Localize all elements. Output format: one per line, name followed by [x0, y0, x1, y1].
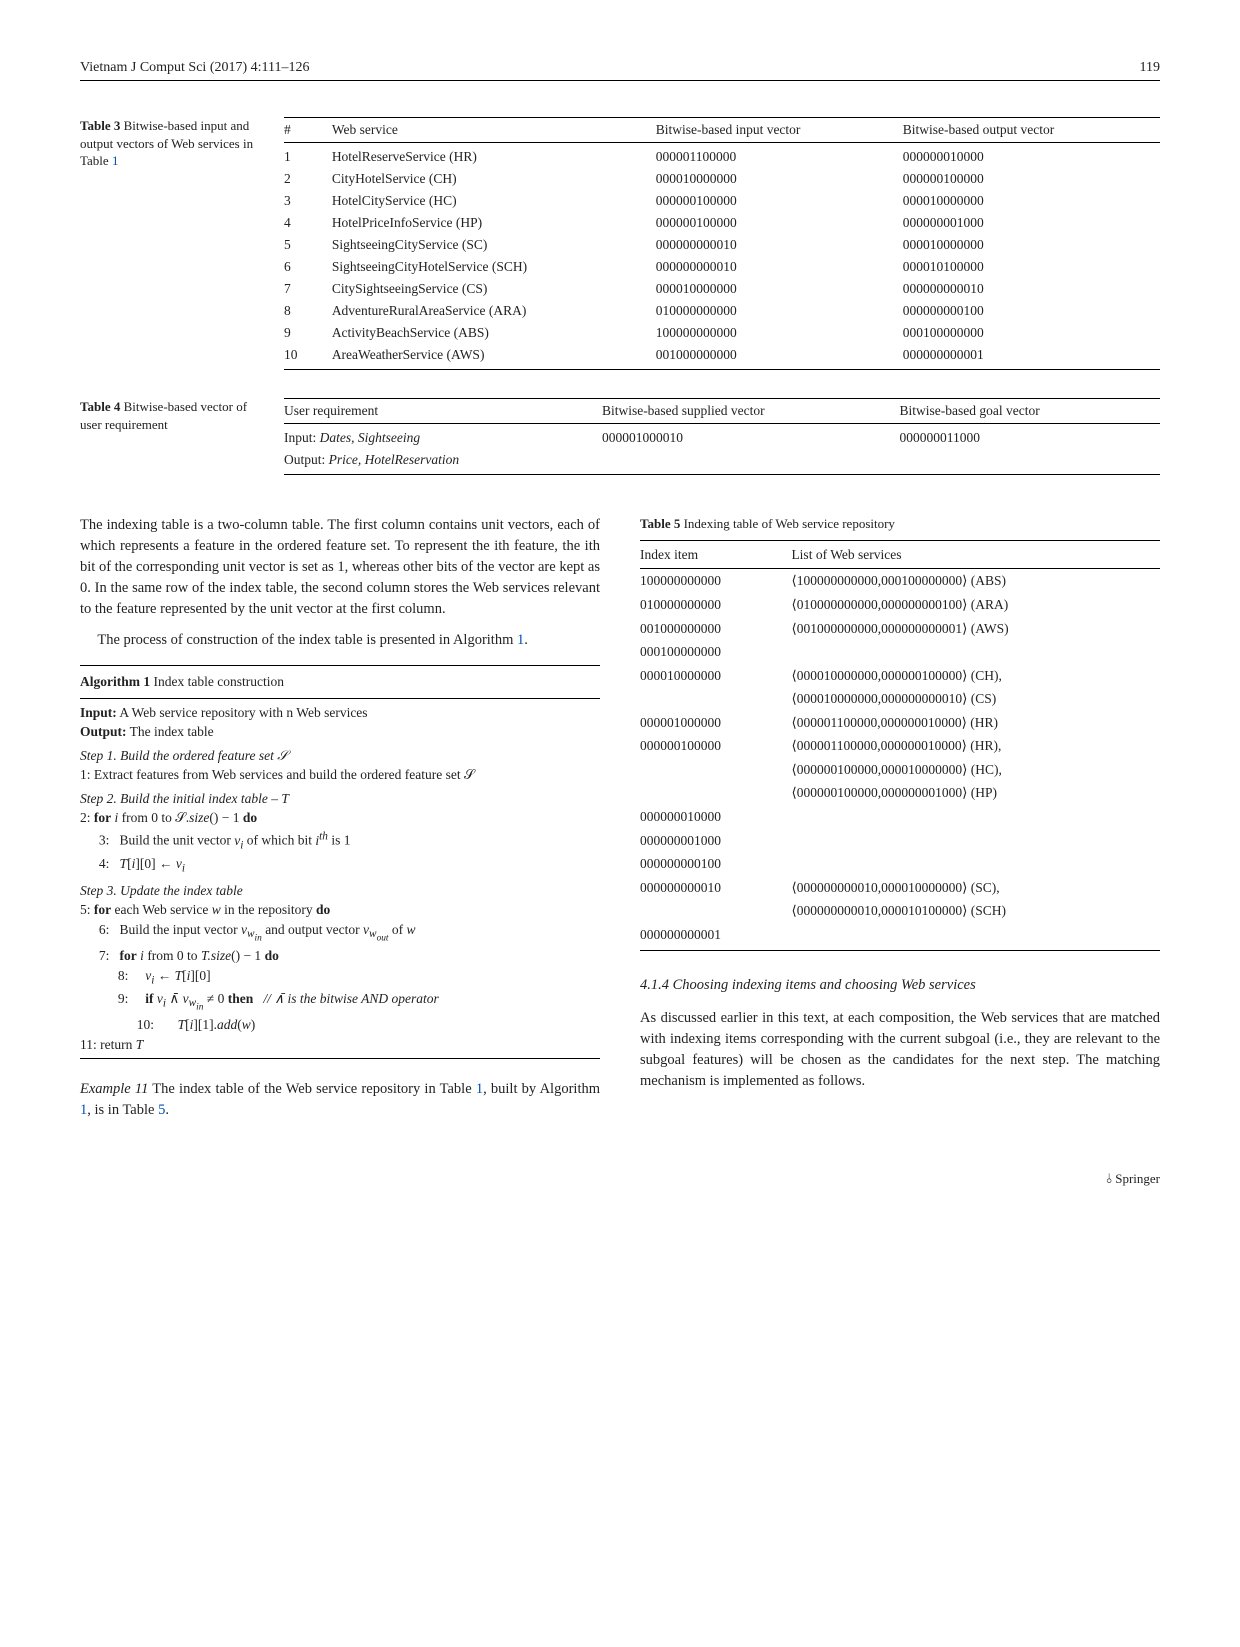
- table-row: 5SightseeingCityService (SC)000000000010…: [284, 234, 1160, 256]
- algo-step3: Step 3. Update the index table: [80, 881, 600, 901]
- t5-h1: List of Web services: [791, 540, 1160, 569]
- publisher-brand: ⫰ Springer: [80, 1171, 1160, 1187]
- t3-h1: Web service: [332, 118, 656, 143]
- table-3-label: Table 3: [80, 118, 120, 133]
- table-row: 000000000100: [640, 852, 1160, 876]
- table-row: 100000000000⟨100000000000,000100000000⟩ …: [640, 569, 1160, 593]
- t4-h1: Bitwise-based supplied vector: [602, 399, 900, 424]
- ex11-link1[interactable]: 1: [476, 1081, 483, 1097]
- table-row: ⟨000010000000,000000000010⟩ (CS): [640, 687, 1160, 711]
- table-row: ⟨000000000010,000010100000⟩ (SCH): [640, 899, 1160, 923]
- table-row: 001000000000⟨001000000000,000000000001⟩ …: [640, 617, 1160, 641]
- table-row: 010000000000⟨010000000000,000000000100⟩ …: [640, 593, 1160, 617]
- t4-r1c3: 000000011000: [899, 424, 1160, 450]
- algorithm-1: Algorithm 1 Index table construction Inp…: [80, 665, 600, 1059]
- t4-r1c2: 000001000010: [602, 424, 900, 450]
- table-row: 9ActivityBeachService (ABS)1000000000000…: [284, 322, 1160, 344]
- running-head: Vietnam J Comput Sci (2017) 4:111–126 11…: [80, 60, 1160, 81]
- table-row: 6SightseeingCityHotelService (SCH)000000…: [284, 256, 1160, 278]
- table-row: ⟨000000100000,000000001000⟩ (HP): [640, 781, 1160, 805]
- t4-h0: User requirement: [284, 399, 602, 424]
- table-row: 7CitySightseeingService (CS)000010000000…: [284, 278, 1160, 300]
- table-row: 2CityHotelService (CH)000010000000000000…: [284, 168, 1160, 190]
- t5-h0: Index item: [640, 540, 791, 569]
- para-choosing: As discussed earlier in this text, at ea…: [640, 1008, 1160, 1092]
- algo-l4: 4: T[i][0] ← vi: [80, 854, 600, 877]
- t4-r2c1: Output: Price, HotelReservation: [284, 449, 602, 475]
- t3-h0: #: [284, 118, 332, 143]
- table-3: # Web service Bitwise-based input vector…: [284, 117, 1160, 370]
- table-row: 000000100000⟨000001100000,000000010000⟩ …: [640, 734, 1160, 758]
- algo-l8: 8: vi ← T[i][0]: [80, 966, 600, 989]
- algo-l1: 1: Extract features from Web services an…: [80, 765, 600, 785]
- algo-output: Output: The index table: [80, 722, 600, 742]
- table-row: 000000000010⟨000000000010,000010000000⟩ …: [640, 876, 1160, 900]
- algo-l9: 9: if vi ∧̄ vwin ≠ 0 then // ∧̄ is the b…: [80, 989, 600, 1016]
- algo-step2: Step 2. Build the initial index table – …: [80, 789, 600, 809]
- algo-l2: 2: for i from 0 to 𝒮.size() − 1 do: [80, 808, 600, 828]
- algo-l5: 5: for each Web service w in the reposit…: [80, 900, 600, 920]
- t4-h2: Bitwise-based goal vector: [899, 399, 1160, 424]
- t3-h2: Bitwise-based input vector: [656, 118, 903, 143]
- table-row: 000010000000⟨000010000000,000000100000⟩ …: [640, 664, 1160, 688]
- table-5: Index item List of Web services 10000000…: [640, 540, 1160, 952]
- example-11: Example 11 The index table of the Web se…: [80, 1079, 600, 1121]
- table-row: 4HotelPriceInfoService (HP)0000001000000…: [284, 212, 1160, 234]
- algo-l10: 10: T[i][1].add(w): [80, 1015, 600, 1035]
- right-column: Table 5 Indexing table of Web service re…: [640, 515, 1160, 1131]
- left-column: The indexing table is a two-column table…: [80, 515, 600, 1131]
- table-row: 000100000000: [640, 640, 1160, 664]
- algo-title: Algorithm 1 Index table construction: [80, 670, 600, 694]
- table-row: 000001000000⟨000001100000,000000010000⟩ …: [640, 711, 1160, 735]
- table-row: 1HotelReserveService (HR)000001100000000…: [284, 143, 1160, 169]
- table-4-block: Table 4 Bitwise-based vector of user req…: [80, 398, 1160, 475]
- table-row: 8AdventureRuralAreaService (ARA)01000000…: [284, 300, 1160, 322]
- table-row: 000000010000: [640, 805, 1160, 829]
- algo-step1: Step 1. Build the ordered feature set 𝒮: [80, 746, 600, 766]
- algo-l11: 11: return T: [80, 1035, 600, 1055]
- body-columns: The indexing table is a two-column table…: [80, 515, 1160, 1131]
- page-number: 119: [1140, 60, 1160, 76]
- table-3-ref-link[interactable]: 1: [112, 153, 119, 168]
- algo-l6: 6: Build the input vector vwin and outpu…: [80, 920, 600, 947]
- table-row: 10AreaWeatherService (AWS)00100000000000…: [284, 344, 1160, 370]
- table-row: 000000000001: [640, 923, 1160, 951]
- para-algo-ref: The process of construction of the index…: [80, 630, 600, 651]
- table-3-block: Table 3 Bitwise-based input and output v…: [80, 117, 1160, 370]
- algo-l7: 7: for i from 0 to T.size() − 1 do: [80, 946, 600, 966]
- para-indexing: The indexing table is a two-column table…: [80, 515, 600, 620]
- algo-input: Input: A Web service repository with n W…: [80, 703, 600, 723]
- t4-r1c1: Input: Dates, Sightseeing: [284, 424, 602, 450]
- table-row: ⟨000000100000,000010000000⟩ (HC),: [640, 758, 1160, 782]
- table-4: User requirement Bitwise-based supplied …: [284, 398, 1160, 475]
- table-4-label: Table 4: [80, 399, 120, 414]
- table-row: 3HotelCityService (HC)000000100000000010…: [284, 190, 1160, 212]
- section-4-1-4-heading: 4.1.4 Choosing indexing items and choosi…: [640, 975, 1160, 996]
- table-3-caption: Table 3 Bitwise-based input and output v…: [80, 117, 260, 370]
- table-4-caption: Table 4 Bitwise-based vector of user req…: [80, 398, 260, 475]
- table-row: 000000001000: [640, 829, 1160, 853]
- t3-h3: Bitwise-based output vector: [903, 118, 1160, 143]
- algo-l3: 3: Build the unit vector vi of which bit…: [80, 828, 600, 854]
- table-5-caption: Table 5 Indexing table of Web service re…: [640, 515, 1160, 534]
- journal-ref: Vietnam J Comput Sci (2017) 4:111–126: [80, 60, 310, 76]
